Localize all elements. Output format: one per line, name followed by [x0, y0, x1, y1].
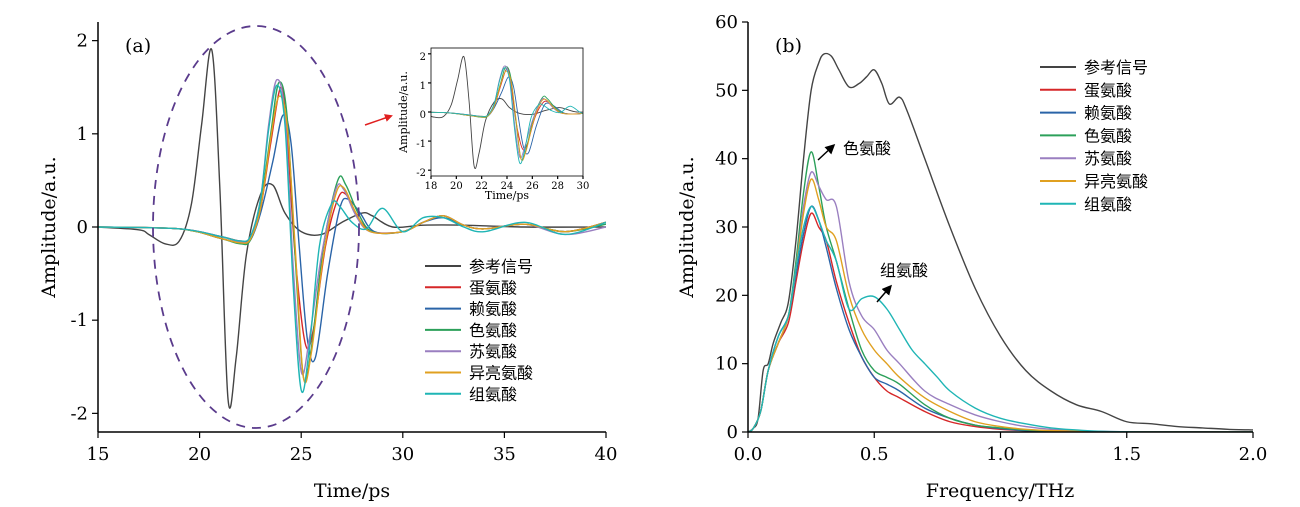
panel-b-label: (b) [775, 35, 802, 57]
panel-b-x-tick-label: 0.5 [860, 444, 889, 465]
panel-b-ylabel: Amplitude/a.u. [676, 156, 698, 298]
panel-b-series-line-3 [748, 151, 1253, 432]
panel-a-x-tick-label: 35 [493, 444, 516, 465]
panel-a-x-tick-label: 15 [87, 444, 110, 465]
inset-series-line-3 [431, 66, 583, 161]
panel-a-series-line-6 [98, 84, 606, 393]
panel-a-legend-label-6: 组氨酸 [469, 385, 517, 404]
panel-a-y-tick-label: 2 [77, 31, 88, 52]
panel-b-y-tick-label: 30 [715, 217, 738, 238]
inset-x-ticks: 18 20 22 24 26 28 30 [425, 176, 590, 192]
inset-x-tick-label: 24 [501, 181, 514, 192]
panel-b-y-tick-label: 50 [715, 80, 738, 101]
panel-b-series-line-6 [748, 205, 1253, 432]
panel-a-ylabel: Amplitude/a.u. [38, 156, 60, 298]
panel-b-x-tick-label: 0.0 [734, 444, 763, 465]
panel-b-y-tick-label: 0 [727, 422, 738, 443]
panel-a-x-tick-label: 25 [290, 444, 313, 465]
panel-b-x-tick-label: 1.0 [986, 444, 1015, 465]
panel-b-legend-label-4: 苏氨酸 [1084, 149, 1132, 168]
inset-x-tick-label: 26 [526, 181, 539, 192]
panel-b-series-line-5 [748, 178, 1253, 432]
panel-a-x-tick-label: 30 [391, 444, 414, 465]
panel-a-label: (a) [125, 35, 151, 57]
inset-y-tick-label: -1 [416, 139, 426, 150]
panel-b-x-tick-label: 1.5 [1112, 444, 1141, 465]
panel-b-y-tick-label: 40 [715, 149, 738, 170]
annotation-arrow-tryptophan [817, 143, 836, 161]
annotation-arrow-histidine [876, 284, 892, 303]
panel-b-y-tick-label: 20 [715, 285, 738, 306]
panel-b-y-ticks: 0 10 20 30 40 50 60 [715, 12, 748, 443]
inset-x-tick-label: 28 [551, 181, 564, 192]
inset-y-ticks: -2 -1 0 1 2 [416, 52, 431, 179]
panel-a-series-line-5 [98, 95, 606, 384]
panel-b-xlabel: Frequency/THz [926, 480, 1074, 502]
inset-series-line-2 [431, 76, 583, 155]
panel-a-series [98, 48, 606, 409]
inset-y-tick-label: 0 [420, 110, 426, 121]
panel-a-inset: 18 20 22 24 26 28 30 -2 -1 0 1 2 Time/ps Amplitude… [397, 47, 590, 202]
inset-series-line-6 [431, 67, 583, 165]
panel-a-x-ticks: 15 20 25 30 35 40 [87, 432, 618, 465]
panel-a-legend-label-4: 苏氨酸 [469, 342, 517, 361]
panel-a-series-line-0 [98, 48, 606, 409]
panel-b: 0.0 0.5 1.0 1.5 2.0 0 10 20 30 40 50 60 (b) Freque… [676, 12, 1267, 502]
panel-a-y-tick-label: 1 [77, 124, 88, 145]
panel-a-x-tick-label: 20 [188, 444, 211, 465]
panel-b-series-line-1 [748, 212, 1253, 432]
panel-b-y-tick-label: 60 [715, 12, 738, 33]
panel-b-legend-label-5: 异亮氨酸 [1084, 172, 1148, 191]
panel-b-legend-label-0: 参考信号 [1084, 58, 1148, 77]
inset-x-tick-label: 30 [577, 181, 590, 192]
panel-a-legend-label-1: 蛋氨酸 [469, 278, 517, 297]
panel-a-xlabel: Time/ps [314, 480, 390, 502]
inset-ylabel: Amplitude/a.u. [397, 71, 410, 154]
panel-b-legend-label-6: 组氨酸 [1084, 195, 1132, 214]
highlight-ellipse [152, 25, 360, 429]
panel-a-y-tick-label: -2 [70, 403, 88, 424]
inset-y-tick-label: 2 [420, 52, 426, 63]
inset-xlabel: Time/ps [485, 189, 530, 202]
panel-b-series-line-0 [748, 52, 1253, 432]
panel-b-x-ticks: 0.0 0.5 1.0 1.5 2.0 [734, 432, 1268, 465]
panel-b-legend-label-2: 赖氨酸 [1084, 104, 1132, 123]
panel-a-y-ticks: -2 -1 0 1 2 [70, 31, 98, 424]
panel-a-legend-label-3: 色氨酸 [469, 321, 517, 340]
panel-a-legend-label-5: 异亮氨酸 [469, 364, 533, 383]
inset-y-tick-label: 1 [420, 81, 426, 92]
panel-a-legend-label-0: 参考信号 [469, 257, 533, 276]
panel-b-legend-label-3: 色氨酸 [1084, 126, 1132, 145]
annotation-histidine: 组氨酸 [880, 261, 928, 280]
panel-b-y-tick-label: 10 [715, 354, 738, 375]
panel-a-series-line-1 [98, 86, 606, 350]
inset-x-tick-label: 20 [450, 181, 463, 192]
annotation-tryptophan: 色氨酸 [843, 139, 891, 158]
panel-b-legend-label-1: 蛋氨酸 [1084, 81, 1132, 100]
inset-x-tick-label: 18 [425, 181, 438, 192]
panel-b-x-tick-label: 2.0 [1239, 444, 1268, 465]
inset-y-tick-label: -2 [416, 168, 426, 179]
panel-a-y-tick-label: -1 [70, 310, 88, 331]
inset-series-line-5 [431, 70, 583, 162]
panel-b-series [748, 52, 1253, 432]
panel-a-y-tick-label: 0 [77, 217, 88, 238]
inset-pointer-arrow [364, 114, 393, 126]
panel-a-series-line-3 [98, 81, 606, 383]
panel-a-legend-label-2: 赖氨酸 [469, 300, 517, 319]
panel-a-x-tick-label: 40 [595, 444, 618, 465]
panel-b-series-line-2 [748, 205, 1253, 432]
inset-series [431, 55, 583, 169]
inset-x-tick-label: 22 [475, 181, 488, 192]
